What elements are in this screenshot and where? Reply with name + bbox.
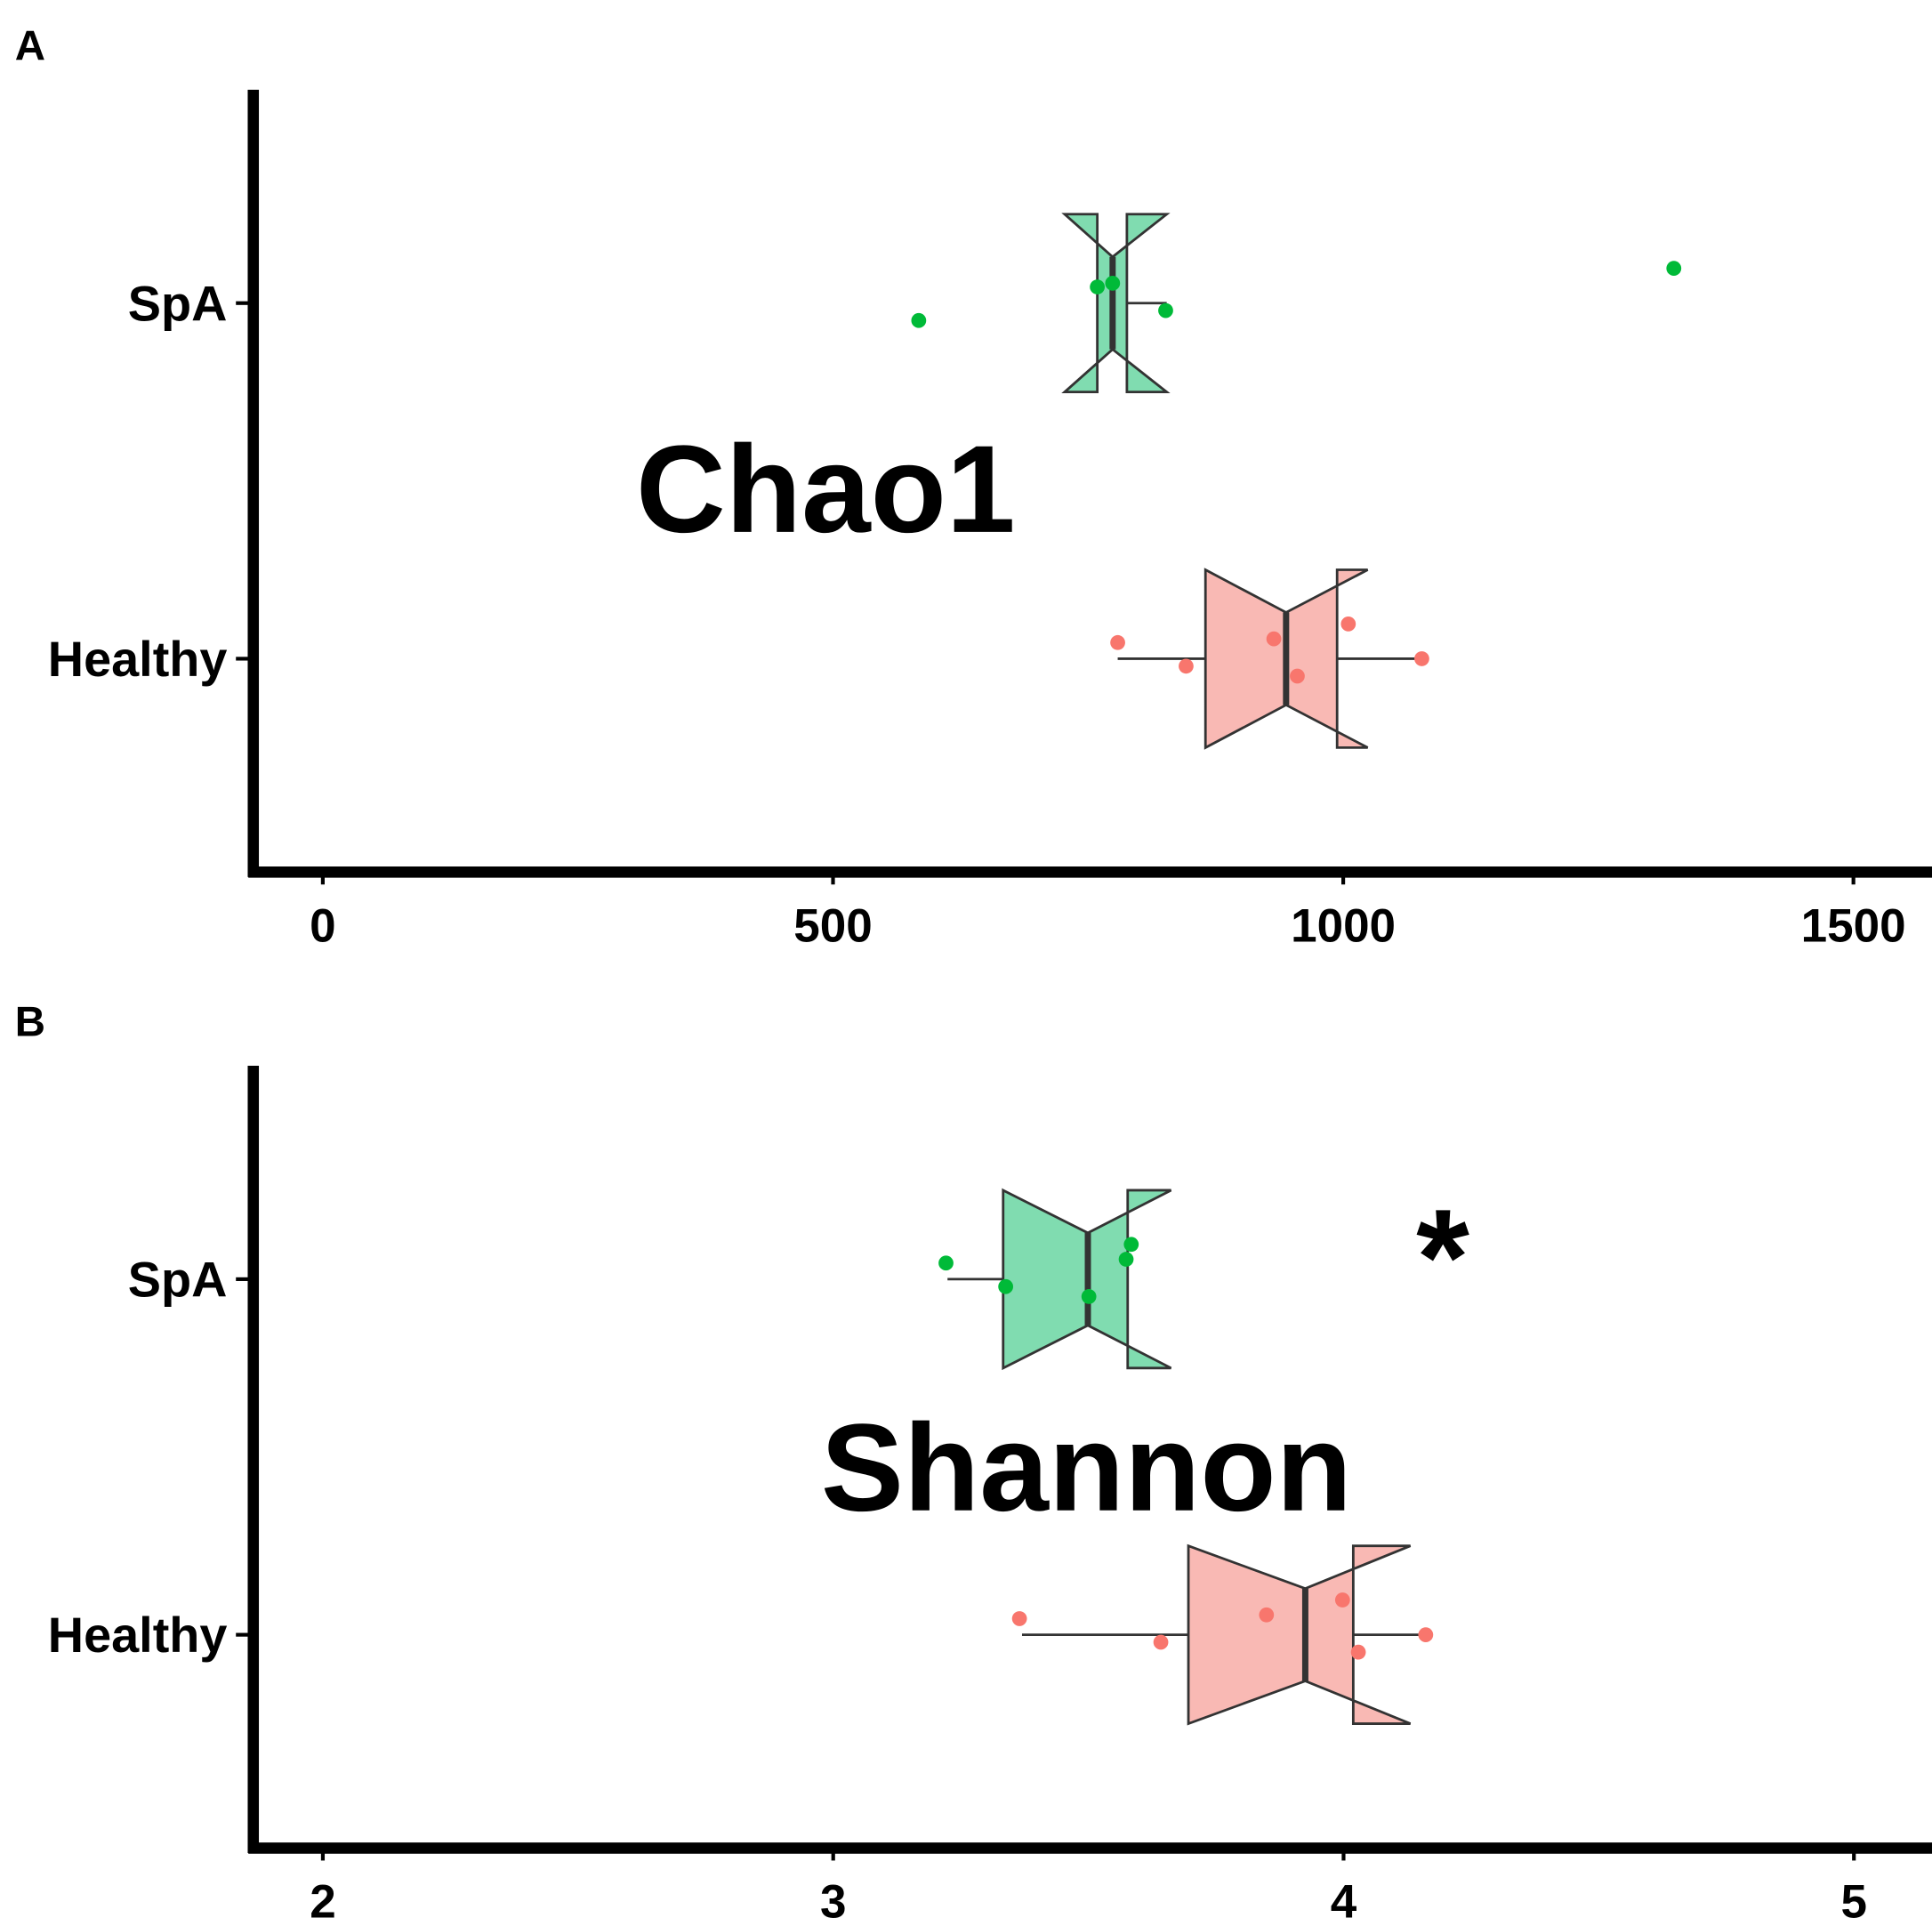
data-point: [1110, 634, 1125, 650]
data-point: [1666, 261, 1682, 277]
data-point: [998, 1278, 1014, 1294]
x-tick-label: 500: [793, 899, 872, 952]
data-point: [1340, 616, 1356, 632]
data-point: [1158, 302, 1173, 318]
box: [1187, 1543, 1412, 1726]
data-point: [1290, 668, 1305, 684]
x-tick-label: 1500: [1801, 899, 1906, 952]
data-point: [1105, 276, 1121, 291]
x-tick-label: 4: [1331, 1876, 1357, 1918]
panel-label: A: [15, 22, 45, 69]
data-point: [1414, 651, 1429, 666]
y-tick-label: Healthy: [48, 631, 228, 687]
data-point: [1123, 1237, 1139, 1253]
significance: *: [1416, 1181, 1469, 1334]
data-point: [1259, 1607, 1275, 1623]
x-tick-label: 1000: [1291, 899, 1396, 952]
y-tick-label: SpA: [128, 1251, 228, 1307]
annotation: Shannon: [821, 1398, 1352, 1537]
data-point: [1090, 279, 1105, 294]
data-point: [1266, 631, 1282, 647]
x-tick-label: 0: [310, 899, 336, 952]
annotation: Chao1: [636, 420, 1016, 559]
data-point: [1350, 1644, 1366, 1660]
data-point: [1334, 1592, 1350, 1608]
y-tick-label: SpA: [128, 275, 228, 331]
data-point: [1418, 1627, 1434, 1642]
y-tick-label: Healthy: [48, 1607, 228, 1663]
data-point: [1011, 1611, 1027, 1626]
panel-label: B: [15, 999, 45, 1046]
data-point: [1118, 1252, 1134, 1267]
data-point: [1153, 1634, 1169, 1650]
x-tick-label: 3: [820, 1876, 847, 1918]
data-point: [1081, 1289, 1097, 1304]
x-tick-label: 5: [1840, 1876, 1867, 1918]
data-point: [1179, 658, 1194, 674]
x-tick-label: 2: [310, 1876, 336, 1918]
data-point: [938, 1255, 954, 1271]
data-point: [911, 312, 927, 328]
